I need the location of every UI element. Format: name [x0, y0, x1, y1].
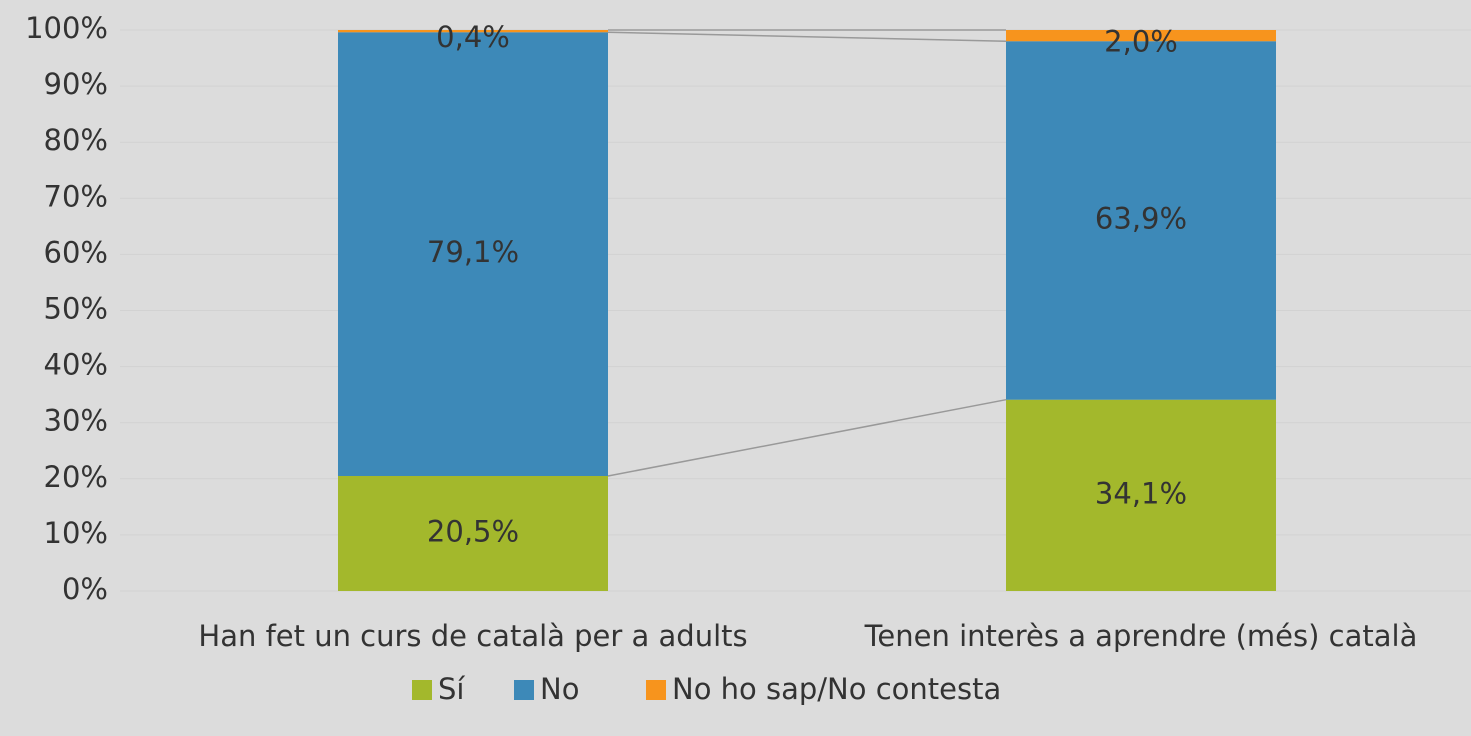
y-tick-label: 40%	[44, 348, 108, 382]
series-line	[607, 31, 1007, 42]
y-tick-label: 20%	[44, 460, 108, 494]
legend-swatch	[514, 680, 534, 700]
y-tick-label: 50%	[44, 292, 108, 326]
data-label: 79,1%	[427, 235, 519, 269]
data-label: 2,0%	[1104, 25, 1178, 59]
legend-label: No	[540, 672, 579, 706]
y-tick-label: 60%	[44, 235, 108, 269]
series-line	[607, 398, 1007, 477]
bar-segment	[1006, 30, 1276, 42]
bar-segment	[338, 32, 608, 476]
y-tick-label: 80%	[44, 123, 108, 157]
data-label: 63,9%	[1095, 201, 1187, 235]
data-label: 34,1%	[1095, 476, 1187, 510]
legend-swatch	[646, 680, 666, 700]
legend-label: No ho sap/No contesta	[672, 672, 1001, 706]
y-tick-label: 70%	[44, 179, 108, 213]
y-tick-label: 30%	[44, 404, 108, 438]
bar-segment	[338, 30, 608, 33]
y-tick-label: 90%	[44, 67, 108, 101]
legend-swatch	[412, 680, 432, 700]
y-tick-label: 10%	[44, 516, 108, 550]
legend-label: Sí	[438, 672, 465, 706]
y-tick-label: 0%	[62, 572, 108, 606]
data-label: 20,5%	[427, 514, 519, 548]
bar-segment	[1006, 41, 1276, 400]
bar-segment	[1006, 399, 1276, 591]
x-tick-label: Tenen interès a aprendre (més) català	[864, 619, 1418, 653]
bar-segment	[338, 475, 608, 591]
data-label: 0,4%	[436, 20, 510, 54]
y-tick-label: 100%	[25, 11, 108, 45]
x-tick-label: Han fet un curs de català per a adults	[198, 619, 747, 653]
